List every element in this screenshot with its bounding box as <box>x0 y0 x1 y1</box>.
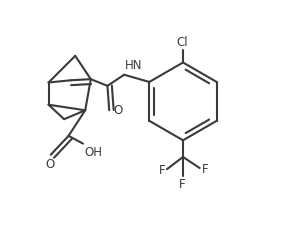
Text: F: F <box>201 163 208 176</box>
Text: Cl: Cl <box>176 36 188 49</box>
Text: OH: OH <box>85 146 103 159</box>
Text: O: O <box>45 158 54 171</box>
Text: F: F <box>159 164 165 177</box>
Text: F: F <box>178 178 185 191</box>
Text: O: O <box>113 104 122 117</box>
Text: HN: HN <box>125 59 143 72</box>
